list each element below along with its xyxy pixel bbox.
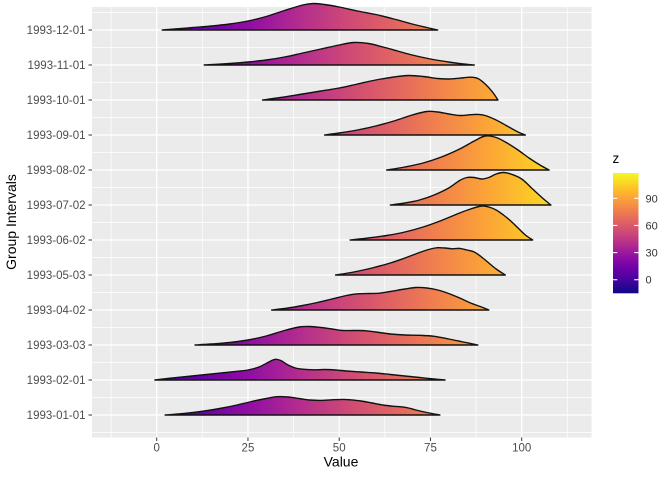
- y-tick-label: 1993-02-01: [27, 375, 86, 387]
- ridge-1993-04-02: [270, 286, 490, 311]
- legend-colorbar: [613, 173, 639, 294]
- y-tick-label: 1993-10-01: [27, 95, 86, 107]
- ridge-1993-11-01: [203, 41, 475, 66]
- legend-title: z: [613, 151, 620, 166]
- x-tick-label: 75: [424, 443, 437, 455]
- y-tick-label: 1993-06-02: [27, 235, 86, 247]
- legend-tick-label: 0: [646, 275, 652, 287]
- y-tick-label: 1993-01-01: [27, 410, 86, 422]
- axes-layer: 0 25 50 75 100 1993-12-01 1993-11-01 1993-10-01…: [27, 25, 532, 455]
- x-axis-title: Value: [324, 454, 359, 470]
- y-tick-label: 1993-07-02: [27, 200, 86, 212]
- legend-tick-label: 90: [646, 193, 658, 205]
- legend-layer: 90 60 30 0: [613, 173, 658, 294]
- y-tick-label: 1993-05-03: [27, 270, 86, 282]
- ridge-1993-12-01: [161, 2, 439, 31]
- ridge-1993-05-03: [334, 246, 506, 276]
- y-tick-label: 1993-09-01: [27, 130, 86, 142]
- ridge-1993-10-01: [261, 74, 499, 101]
- ridge-1993-01-01: [164, 395, 441, 416]
- ridge-1993-06-02: [349, 205, 534, 241]
- legend-tick-label: 30: [646, 248, 658, 260]
- y-tick-label: 1993-11-01: [28, 60, 86, 72]
- legend-tick-label: 60: [646, 220, 658, 232]
- ridge-1993-09-01: [323, 110, 527, 136]
- x-tick-label: 0: [153, 443, 159, 455]
- x-tick-label: 100: [512, 443, 531, 455]
- x-tick-label: 50: [333, 443, 346, 455]
- ridge-1993-07-02: [389, 171, 552, 206]
- y-tick-label: 1993-03-03: [27, 340, 86, 352]
- x-tick-label: 25: [242, 443, 255, 455]
- y-tick-label: 1993-08-02: [27, 165, 86, 177]
- ridges-layer: [154, 2, 552, 416]
- y-tick-label: 1993-04-02: [27, 305, 86, 317]
- y-tick-label: 1993-12-01: [27, 25, 86, 37]
- ridge-1993-02-01: [154, 358, 446, 381]
- ridge-1993-08-02: [385, 135, 550, 171]
- ridge-1993-03-03: [194, 325, 479, 346]
- y-axis-title: Group Intervals: [3, 174, 19, 270]
